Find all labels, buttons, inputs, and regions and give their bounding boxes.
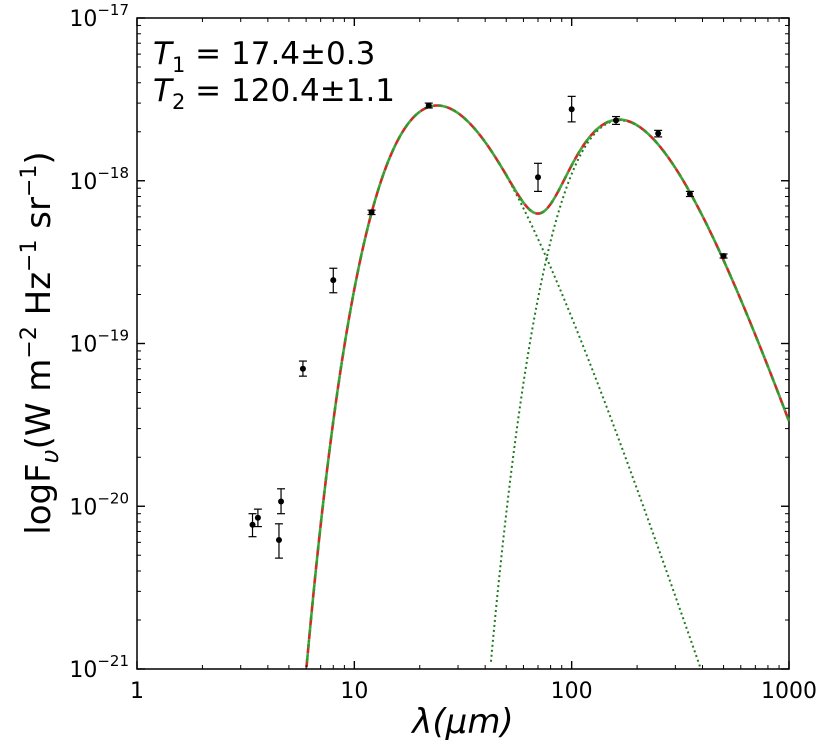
fit-curves — [305, 104, 791, 670]
x-tick-label: 1000 — [761, 679, 817, 704]
x-tick-label: 1 — [130, 679, 144, 704]
x-axis-label: λ(μm) — [410, 702, 513, 742]
x-tick-label: 100 — [551, 679, 593, 704]
y-axis-label: logFυ(W m−2 Hz−1 sr−1) — [17, 151, 64, 534]
y-tick-label: 10−21 — [69, 652, 129, 683]
y-tick-label: 10−20 — [69, 489, 129, 520]
data-point — [613, 117, 620, 124]
component-warm-curve — [305, 104, 703, 670]
data-point — [425, 102, 432, 109]
data-point — [254, 514, 261, 521]
data-point — [299, 365, 306, 372]
component-cold-curve — [489, 119, 790, 662]
data-point — [330, 277, 337, 284]
annotation-t2: T2 = 120.4±1.1 — [153, 73, 395, 114]
axis-ticks — [136, 17, 790, 670]
y-tick-label: 10−18 — [69, 164, 129, 195]
total-fit-curve-overlay — [305, 104, 791, 668]
plot-area — [136, 17, 791, 670]
data-point — [535, 174, 542, 181]
y-tick-label: 10−19 — [69, 327, 129, 358]
data-point — [249, 521, 256, 528]
data-point — [275, 537, 282, 544]
data-point — [686, 190, 693, 197]
data-point — [720, 252, 727, 259]
data-points — [249, 102, 727, 544]
y-tick-labels: 10−21 10−20 10−19 10−18 10−17 — [69, 1, 129, 683]
error-bars — [248, 95, 728, 559]
y-tick-label: 10−17 — [69, 1, 129, 32]
x-tick-label: 10 — [340, 679, 368, 704]
data-point — [655, 130, 662, 137]
x-tick-labels: 1 10 100 1000 — [130, 679, 817, 704]
data-point — [278, 498, 285, 505]
data-point — [568, 106, 575, 113]
annotation-t1: T1 = 17.4±0.3 — [153, 36, 375, 77]
data-point — [368, 209, 375, 216]
annotations: T1 = 17.4±0.3 T2 = 120.4±1.1 — [153, 36, 395, 114]
